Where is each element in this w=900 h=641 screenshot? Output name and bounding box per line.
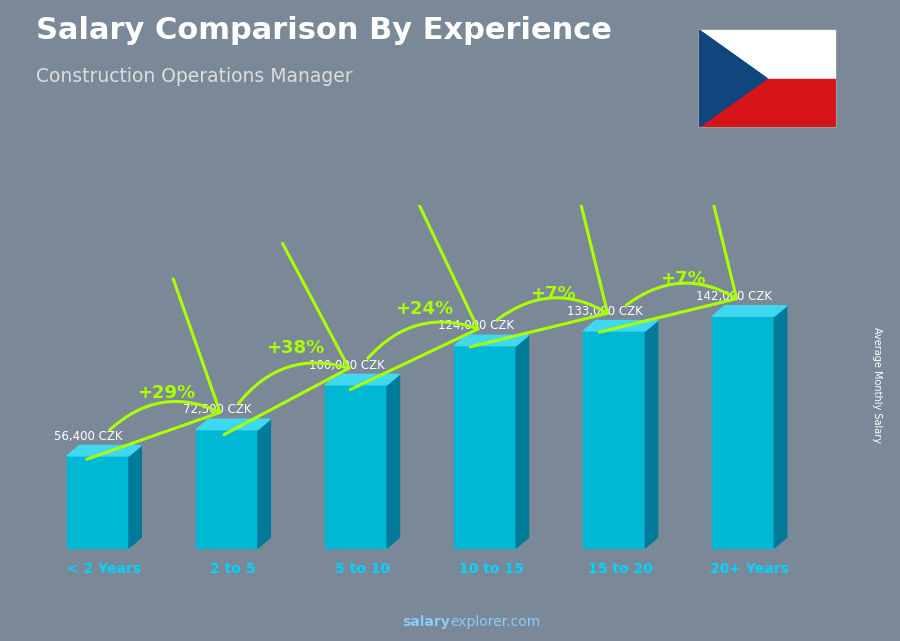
FancyArrowPatch shape	[599, 162, 736, 332]
Text: 5 to 10: 5 to 10	[335, 562, 390, 576]
Polygon shape	[387, 374, 400, 548]
Polygon shape	[712, 306, 787, 316]
Polygon shape	[196, 419, 270, 429]
Text: < 2 Years: < 2 Years	[68, 562, 141, 576]
Text: 100,000 CZK: 100,000 CZK	[309, 358, 384, 372]
Polygon shape	[698, 78, 837, 128]
Polygon shape	[454, 335, 528, 345]
Text: 20+ Years: 20+ Years	[710, 562, 789, 576]
Text: 2 to 5: 2 to 5	[211, 562, 256, 576]
Text: +29%: +29%	[137, 384, 195, 402]
Text: Salary Comparison By Experience: Salary Comparison By Experience	[36, 16, 612, 45]
FancyArrowPatch shape	[86, 279, 220, 460]
Polygon shape	[325, 385, 387, 548]
FancyArrowPatch shape	[224, 244, 349, 435]
Polygon shape	[774, 306, 787, 548]
Polygon shape	[698, 29, 767, 128]
Polygon shape	[325, 374, 400, 385]
Text: +38%: +38%	[266, 339, 324, 357]
Text: 56,400 CZK: 56,400 CZK	[54, 429, 123, 443]
Text: Construction Operations Manager: Construction Operations Manager	[36, 67, 353, 87]
Polygon shape	[698, 29, 837, 78]
Text: explorer.com: explorer.com	[450, 615, 540, 629]
Text: 72,500 CZK: 72,500 CZK	[184, 403, 252, 417]
Polygon shape	[454, 345, 517, 548]
Polygon shape	[583, 331, 645, 548]
Text: +7%: +7%	[660, 271, 706, 288]
Text: 133,000 CZK: 133,000 CZK	[567, 304, 643, 318]
FancyArrowPatch shape	[470, 176, 608, 347]
Text: salary: salary	[402, 615, 450, 629]
Text: 124,000 CZK: 124,000 CZK	[438, 319, 514, 333]
Polygon shape	[258, 419, 270, 548]
Text: 10 to 15: 10 to 15	[459, 562, 524, 576]
Polygon shape	[196, 429, 258, 548]
Text: +7%: +7%	[531, 285, 576, 303]
Text: 15 to 20: 15 to 20	[588, 562, 652, 576]
Polygon shape	[645, 320, 658, 548]
Polygon shape	[517, 335, 528, 548]
Polygon shape	[67, 456, 129, 548]
Text: Average Monthly Salary: Average Monthly Salary	[872, 327, 883, 442]
Polygon shape	[67, 445, 141, 456]
Polygon shape	[583, 320, 658, 331]
FancyArrowPatch shape	[350, 201, 478, 390]
Polygon shape	[712, 316, 774, 548]
Text: +24%: +24%	[395, 300, 454, 318]
Polygon shape	[129, 445, 141, 548]
Text: 142,000 CZK: 142,000 CZK	[696, 290, 772, 303]
